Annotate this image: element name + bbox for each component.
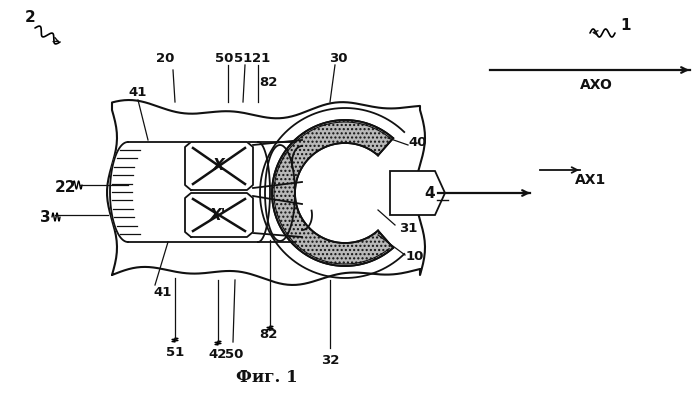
Text: 51: 51 xyxy=(166,346,184,358)
Polygon shape xyxy=(107,100,425,285)
Text: 42: 42 xyxy=(209,348,227,360)
Text: 21: 21 xyxy=(252,52,270,64)
Polygon shape xyxy=(185,193,253,237)
Text: AXO: AXO xyxy=(580,78,613,92)
Text: 31: 31 xyxy=(399,222,417,234)
Text: 3: 3 xyxy=(40,210,50,224)
Polygon shape xyxy=(185,142,253,190)
Text: 10: 10 xyxy=(406,250,424,264)
Text: 30: 30 xyxy=(329,52,347,64)
Text: X: X xyxy=(213,158,225,174)
Text: Фиг. 1: Фиг. 1 xyxy=(236,369,298,386)
Text: 2: 2 xyxy=(25,10,36,25)
Polygon shape xyxy=(390,171,445,215)
Text: 41: 41 xyxy=(129,86,147,98)
Polygon shape xyxy=(128,142,258,242)
Text: 1: 1 xyxy=(620,18,630,33)
Text: 20: 20 xyxy=(156,52,174,64)
Text: 82: 82 xyxy=(259,328,278,342)
Polygon shape xyxy=(272,120,393,266)
Text: 50: 50 xyxy=(225,348,243,360)
Text: 40: 40 xyxy=(409,136,427,148)
Text: 50: 50 xyxy=(215,52,233,64)
Text: 4: 4 xyxy=(425,186,435,200)
Text: 32: 32 xyxy=(321,354,339,366)
Polygon shape xyxy=(110,142,128,242)
Text: 82: 82 xyxy=(259,76,278,88)
Text: AX1: AX1 xyxy=(575,173,606,187)
Text: X': X' xyxy=(210,208,226,224)
Text: 22: 22 xyxy=(55,180,76,194)
Text: 41: 41 xyxy=(154,286,172,298)
Text: 51: 51 xyxy=(234,52,252,64)
